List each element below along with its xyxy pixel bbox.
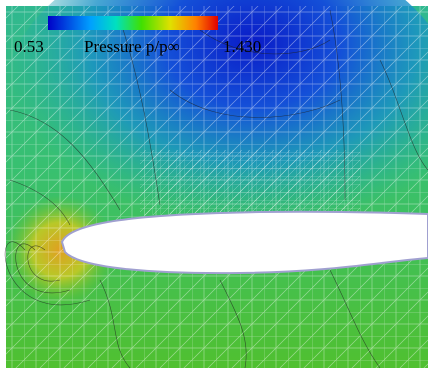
mesh-refined — [140, 150, 360, 215]
colorbar-max-label: 1.430 — [223, 37, 261, 56]
page: 0.53 Pressure p/p∞ 1.430 (() => { const … — [0, 0, 428, 372]
colorbar-title: Pressure p/p∞ — [84, 37, 180, 56]
pressure-field-view: 0.53 Pressure p/p∞ 1.430 — [0, 0, 428, 372]
airfoil — [62, 212, 428, 273]
colorbar — [48, 16, 218, 30]
colorbar-min-label: 0.53 — [14, 37, 44, 56]
